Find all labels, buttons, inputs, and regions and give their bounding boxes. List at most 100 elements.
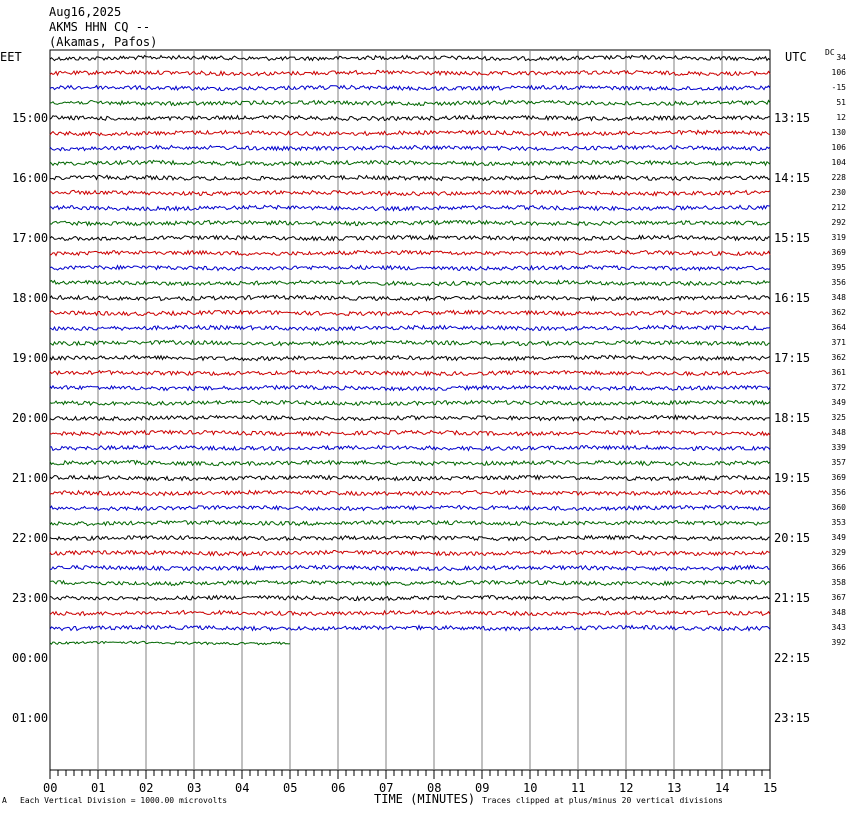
seismic-trace [49, 174, 771, 182]
seismic-trace [49, 640, 291, 646]
dc-offset-label: 362 [831, 353, 846, 362]
dc-offset-label: 51 [836, 98, 846, 107]
seismic-trace [49, 549, 771, 557]
right-hour-label: 13:15 [774, 111, 811, 125]
right-hour-label: 14:15 [774, 171, 811, 185]
right-hour-label: 21:15 [774, 591, 811, 605]
dc-offset-label: 357 [831, 458, 846, 467]
dc-offset-label: 369 [831, 473, 846, 482]
seismic-trace [49, 294, 771, 302]
dc-offset-label: 325 [831, 413, 846, 422]
seismic-trace [49, 444, 771, 452]
corner-mark: A [2, 796, 7, 805]
dc-offset-label: 339 [831, 443, 846, 452]
left-hour-label: 17:00 [12, 231, 49, 245]
right-hour-label: 15:15 [774, 231, 811, 245]
left-hour-label: 19:00 [12, 351, 49, 365]
dc-offset-label: 353 [831, 518, 846, 527]
x-axis-title: TIME (MINUTES) [374, 792, 476, 806]
division-footnote: Each Vertical Division = 1000.00 microvo… [20, 796, 228, 805]
seismic-trace [49, 204, 771, 212]
seismic-trace [49, 399, 771, 407]
dc-offset-label: 12 [836, 113, 846, 122]
dc-offset-label: 348 [831, 293, 846, 302]
seismic-trace [49, 219, 771, 227]
dc-offset-label: 356 [831, 488, 846, 497]
seismic-trace [49, 54, 771, 62]
clipping-footnote: Traces clipped at plus/minus 20 vertical… [482, 796, 723, 805]
seismic-trace [49, 624, 771, 632]
dc-offset-label: -15 [831, 83, 846, 92]
left-hour-label: 21:00 [12, 471, 49, 485]
left-hour-label: 01:00 [12, 711, 49, 725]
dc-offset-label: 349 [831, 533, 846, 542]
seismic-trace [49, 594, 771, 602]
dc-offset-label: 364 [831, 323, 846, 332]
seismic-trace [49, 414, 771, 422]
seismic-trace [49, 354, 771, 362]
dc-offset-label: 106 [831, 143, 846, 152]
dc-offset-label: 349 [831, 398, 846, 407]
seismic-trace [49, 129, 771, 137]
x-tick-label: 13 [667, 781, 682, 795]
dc-offset-label: 367 [831, 593, 846, 602]
dc-offset-label: 362 [831, 308, 846, 317]
dc-offset-label: 372 [831, 383, 846, 392]
dc-offset-label: 212 [831, 203, 846, 212]
seismic-trace [49, 564, 771, 572]
right-hour-label: 19:15 [774, 471, 811, 485]
dc-offset-label: 392 [831, 638, 846, 647]
dc-offset-label: 360 [831, 503, 846, 512]
dc-offset-label: 348 [831, 608, 846, 617]
dc-offset-label: 292 [831, 218, 846, 227]
right-hour-label: 23:15 [774, 711, 811, 725]
seismic-trace [49, 144, 771, 152]
plot-frame [49, 49, 771, 771]
dc-offset-label: 343 [831, 623, 846, 632]
x-tick-label: 03 [187, 781, 202, 795]
dc-offset-label: 366 [831, 563, 846, 572]
dc-offset-label: 369 [831, 248, 846, 257]
seismic-trace [49, 369, 771, 377]
x-tick-label: 05 [283, 781, 298, 795]
dc-offset-label: 34 [836, 53, 846, 62]
seismic-trace [49, 189, 771, 197]
right-hour-label: 17:15 [774, 351, 811, 365]
seismic-trace [49, 429, 771, 437]
dc-offset-label: 319 [831, 233, 846, 242]
seismic-trace [49, 234, 771, 242]
x-tick-label: 00 [43, 781, 58, 795]
x-tick-label: 01 [91, 781, 106, 795]
x-tick-label: 12 [619, 781, 634, 795]
seismic-trace [49, 309, 771, 317]
dc-offset-label: 230 [831, 188, 846, 197]
left-hour-label: 15:00 [12, 111, 49, 125]
dc-offset-label: 395 [831, 263, 846, 272]
seismic-trace [49, 114, 770, 122]
dc-offset-label: 371 [831, 338, 846, 347]
seismic-trace [49, 489, 771, 497]
seismic-trace [49, 534, 771, 542]
right-timezone-label: UTC [785, 50, 807, 64]
dc-offset-label: 130 [831, 128, 846, 137]
right-hour-label: 16:15 [774, 291, 811, 305]
dc-header-label: DC [825, 48, 835, 57]
x-tick-label: 11 [571, 781, 586, 795]
left-hour-label: 22:00 [12, 531, 49, 545]
seismic-trace [49, 339, 771, 347]
seismic-trace [49, 264, 771, 272]
seismic-trace [49, 84, 771, 92]
x-tick-label: 15 [763, 781, 778, 795]
right-hour-label: 20:15 [774, 531, 811, 545]
seismic-trace [49, 279, 771, 287]
header-location: (Akamas, Pafos) [49, 35, 158, 49]
x-tick-label: 10 [523, 781, 538, 795]
header-station: AKMS HHN CQ -- [49, 20, 151, 34]
dc-offset-label: 106 [831, 68, 846, 77]
dc-offset-label: 361 [831, 368, 846, 377]
right-hour-label: 22:15 [774, 651, 811, 665]
left-hour-label: 20:00 [12, 411, 49, 425]
dc-offset-label: 356 [831, 278, 846, 287]
seismic-trace [49, 504, 771, 512]
